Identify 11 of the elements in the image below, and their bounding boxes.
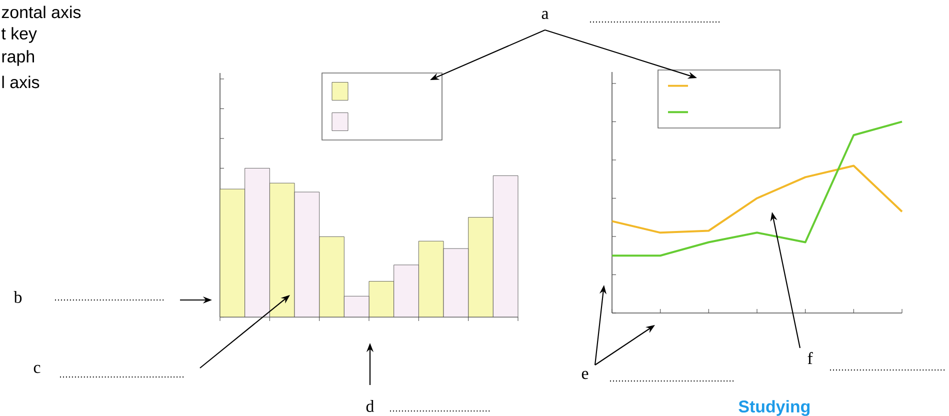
- text: l axis: [2, 76, 40, 88]
- text: raph: [2, 50, 34, 66]
- text: zontal axis: [2, 6, 81, 18]
- text: t key: [1, 27, 37, 43]
- text: a: [542, 10, 549, 20]
- text: f: [808, 352, 813, 364]
- text: d: [366, 400, 374, 412]
- text: Studying: [738, 400, 810, 416]
- text: e: [582, 370, 588, 380]
- text: c: [34, 364, 40, 374]
- text: b: [14, 291, 22, 303]
